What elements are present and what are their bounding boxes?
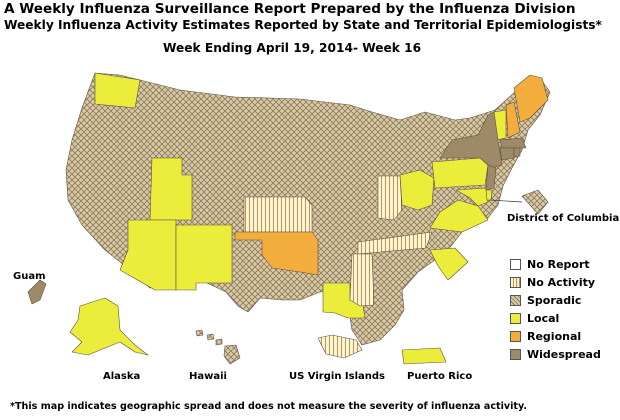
territory-puerto-rico [401,347,447,365]
state-massachusetts [499,137,527,149]
legend-label: No Report [527,257,590,271]
state-washington [94,72,141,109]
label-alaska: Alaska [103,371,141,382]
legend-label: Sporadic [527,293,582,307]
legend-label: Local [527,311,560,325]
state-maryland [455,187,489,207]
legend-item: Sporadic [510,291,601,309]
legend-label: Regional [527,329,582,343]
label-virgin-islands: US Virgin Islands [289,371,385,382]
state-louisiana [322,282,366,319]
week-label: Week Ending April 19, 2014- Week 16 [163,41,422,55]
state-alaska [69,297,149,356]
state-pennsylvania [431,157,489,189]
state-new-mexico [175,224,233,291]
legend-swatch-regional [510,330,521,342]
state-connecticut [499,147,515,161]
dc-inset-box [521,189,549,215]
legend: No Report No Activity Sporadic Local Reg… [510,255,601,363]
footnote: *This map indicates geographic spread an… [10,401,528,412]
state-oklahoma [234,231,319,276]
legend-item: Local [510,309,601,327]
territory-guam [27,279,47,305]
state-indiana [377,175,403,221]
legend-item: No Report [510,255,601,273]
legend-swatch-no-activity [510,276,521,288]
legend-label: No Activity [527,275,596,289]
legend-label: Widespread [527,347,601,361]
hawaii-island-4 [223,344,241,365]
legend-item: Widespread [510,345,601,363]
state-arizona [119,219,177,291]
state-rhode-island [513,147,521,158]
legend-swatch-widespread [510,348,521,360]
report-subtitle: Weekly Influenza Activity Estimates Repo… [4,18,602,32]
state-new-jersey [485,164,497,191]
hawaii-island-2 [206,333,215,341]
dc-pointer-line [489,199,523,203]
label-guam: Guam [13,271,46,282]
state-new-hampshire [505,101,521,139]
state-south-carolina [429,247,469,281]
state-mississippi [349,253,375,307]
legend-item: Regional [510,327,601,345]
legend-swatch-local [510,312,521,324]
state-hawaii [195,329,241,365]
state-tennessee [357,231,433,255]
state-delaware [485,189,493,201]
label-puerto-rico: Puerto Rico [407,371,473,382]
state-kansas [243,196,313,233]
state-new-york [439,111,503,169]
territory-us-virgin-islands [317,334,363,359]
state-ohio [399,169,435,211]
hawaii-island-1 [195,329,204,337]
legend-swatch-no-report [510,258,521,270]
state-maine [513,74,549,123]
label-hawaii: Hawaii [189,371,227,382]
hawaii-island-3 [215,338,223,346]
legend-item: No Activity [510,273,601,291]
report-title: A Weekly Influenza Surveillance Report P… [4,1,576,17]
legend-swatch-sporadic [510,294,521,306]
label-dc: District of Columbia [507,213,620,224]
